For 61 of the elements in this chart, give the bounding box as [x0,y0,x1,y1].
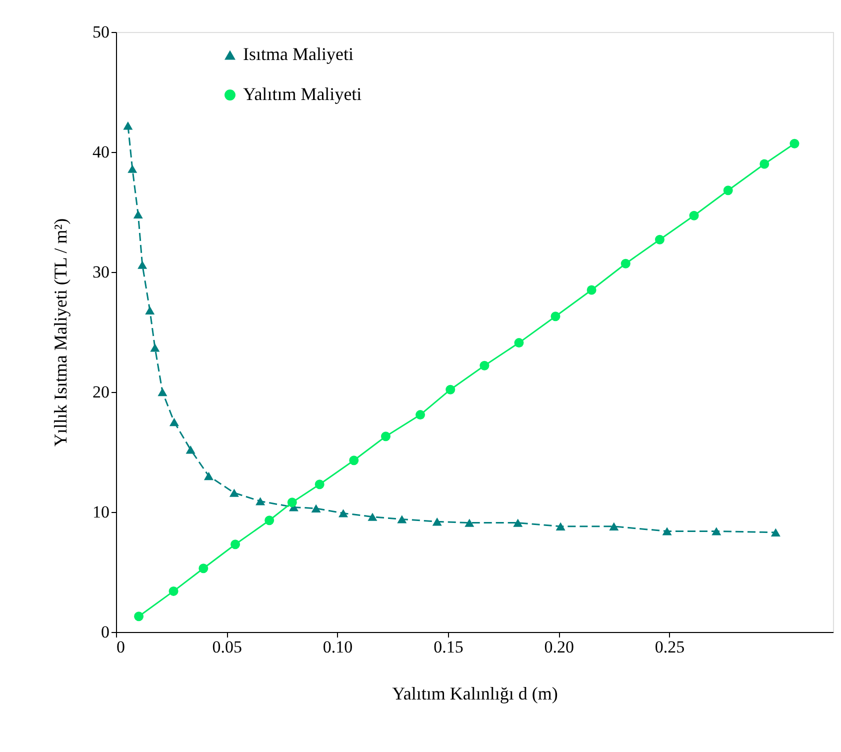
point [770,528,780,537]
point [229,488,239,497]
point [145,306,155,315]
point [586,285,596,295]
point [712,527,722,536]
point [662,527,672,536]
point [311,504,321,513]
point [760,159,770,169]
x-tick-label: 0 [116,638,125,656]
point [158,388,168,396]
point [128,164,138,173]
point [432,517,442,526]
point [620,258,630,268]
point [381,432,391,442]
point [230,540,240,550]
y-tick-label: 10 [92,502,110,522]
point [689,210,699,220]
point [123,121,133,130]
point [514,338,524,348]
point [513,518,523,527]
legend-label: Isıtma Maliyeti [243,44,354,64]
point [416,410,426,420]
point [168,586,178,596]
point [314,480,324,490]
point [138,260,148,269]
x-tick-label: 0.05 [212,638,242,656]
point [609,522,619,531]
point [790,138,800,148]
point [169,418,179,426]
y-tick-label: 40 [92,142,110,162]
point [446,384,456,394]
point [723,186,733,196]
point [338,509,348,518]
point [287,498,297,508]
y-tick-label: 50 [92,22,110,42]
point [186,445,196,454]
y-tick-label: 20 [92,382,110,402]
point [550,312,560,322]
y-tick-label: 30 [92,262,110,282]
point [397,515,407,524]
x-tick-label: 0.20 [544,638,574,656]
x-axis-title: Yalıtım Kalınlığı d (m) [392,684,558,704]
y-axis-title: Yıllık Isıtma Maliyeti (TL / m²) [50,218,70,447]
legend-label: Yalıtım Maliyeti [243,84,362,104]
point [264,516,274,526]
point [133,210,143,219]
y-tick-label: 0 [101,622,110,642]
point [654,234,664,244]
point [150,343,160,352]
point [198,564,208,574]
point [556,522,566,531]
point [134,612,144,622]
point [368,512,378,521]
point [256,497,266,506]
point [480,360,490,370]
x-tick-label: 0.25 [654,638,685,656]
x-tick-label: 0.10 [322,638,353,656]
x-tick-label: 0.15 [434,638,464,656]
point [204,472,214,480]
point [464,518,474,527]
point [349,456,359,466]
